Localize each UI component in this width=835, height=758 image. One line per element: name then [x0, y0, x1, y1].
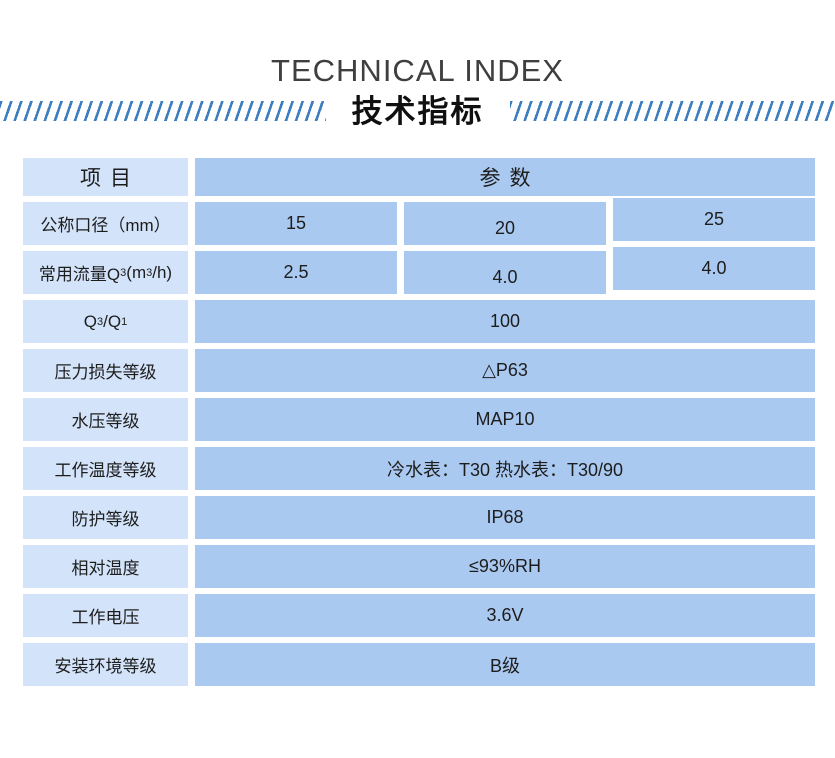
- value-cell-pressure-loss: △P63: [195, 349, 815, 393]
- title-banner: 技术指标: [0, 94, 835, 128]
- row-label-text: Q: [83, 311, 98, 331]
- value-cell-protection-class: IP68: [195, 496, 815, 540]
- row-label-text: 常用流量Q: [38, 265, 121, 285]
- stripe-left-decoration: [0, 101, 326, 122]
- value-cell: 4.0: [613, 247, 815, 291]
- row-label-relative-humidity: 相对温度: [23, 545, 188, 589]
- value-cell-relative-humidity: ≤93%RH: [195, 545, 815, 589]
- row-values-nominal-diameter: 15 20 25: [195, 198, 815, 246]
- value-cell: 25: [613, 198, 815, 242]
- page-title-zh: 技术指标: [351, 93, 484, 129]
- row-label-q3-q1: Q 3/Q 1: [23, 300, 188, 344]
- row-label-text: (m: [126, 262, 147, 282]
- row-label-common-flow: 常用流量Q 3 (m 3/h): [23, 251, 188, 295]
- value-cell-working-voltage: 3.6V: [195, 594, 815, 638]
- value-cell: 2.5: [195, 251, 397, 295]
- row-label-installation-environment: 安装环境等级: [23, 643, 188, 687]
- row-label-protection-class: 防护等级: [23, 496, 188, 540]
- value-cell-installation-environment: B级: [195, 643, 815, 687]
- stripe-right-decoration: [509, 101, 835, 122]
- row-label-working-temperature: 工作温度等级: [23, 447, 188, 491]
- value-cell-water-pressure: MAP10: [195, 398, 815, 442]
- value-cell: 4.0: [404, 251, 606, 295]
- value-cell: 20: [404, 202, 606, 246]
- value-cell: 15: [195, 202, 397, 246]
- row-values-common-flow: 2.5 4.0 4.0: [195, 247, 815, 295]
- table-header-item: 项目: [23, 158, 188, 197]
- spec-table: 项目 参数 公称口径（mm） 15 20 25 常用流量Q 3 (m 3/h) 2.5…: [23, 158, 815, 687]
- row-label-water-pressure: 水压等级: [23, 398, 188, 442]
- row-label-nominal-diameter: 公称口径（mm）: [23, 202, 188, 246]
- row-label-text: /Q: [103, 311, 122, 331]
- row-label-text: /h): [152, 262, 173, 282]
- row-label-pressure-loss: 压力损失等级: [23, 349, 188, 393]
- row-label-working-voltage: 工作电压: [23, 594, 188, 638]
- value-cell-q3-q1: 100: [195, 300, 815, 344]
- value-cell-working-temperature: 冷水表：T30 热水表：T30/90: [195, 447, 815, 491]
- page-title-en: TECHNICAL INDEX: [271, 53, 564, 88]
- table-header-param: 参数: [195, 158, 815, 197]
